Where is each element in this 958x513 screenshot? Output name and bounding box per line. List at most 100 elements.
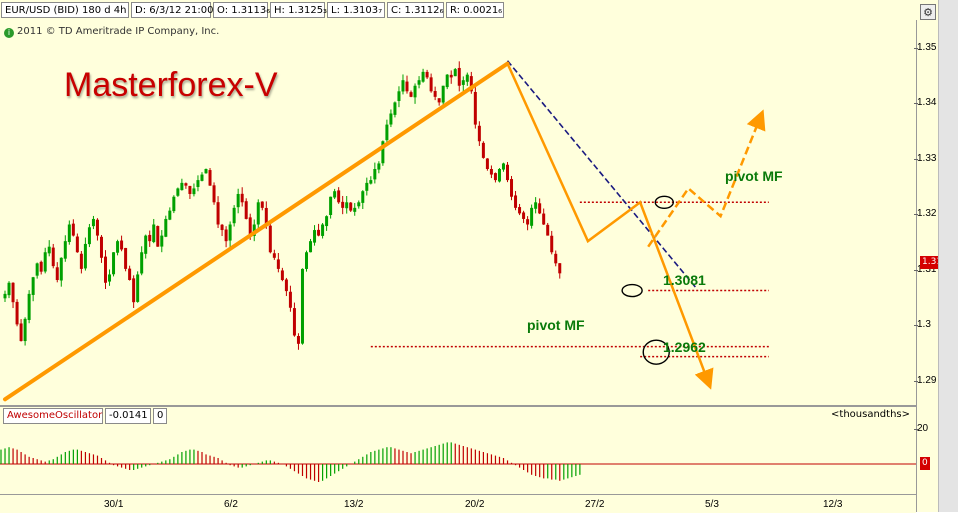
candle-body xyxy=(300,268,304,344)
candle-body xyxy=(184,183,188,186)
candle-body xyxy=(75,236,79,253)
downtrend-path xyxy=(506,63,714,390)
candle-body xyxy=(59,257,63,281)
candle-body xyxy=(534,202,538,209)
candle-body xyxy=(280,270,284,280)
range-field: R: 0.0021₆ xyxy=(446,2,504,18)
candle-body xyxy=(317,229,321,236)
candle-body xyxy=(256,202,260,225)
candle-body xyxy=(112,252,116,275)
oscillator-unit: <thousandths> xyxy=(831,409,910,420)
oscillator-name[interactable]: AwesomeOscillator xyxy=(3,408,103,424)
candle-body xyxy=(485,158,489,169)
candle-body xyxy=(365,182,369,191)
candle-body xyxy=(264,207,268,225)
candle-body xyxy=(47,246,51,254)
x-tick-1: 30/1 xyxy=(104,499,124,510)
y-tick-1: 1.35 xyxy=(913,42,937,53)
x-tick-6: 5/3 xyxy=(705,499,719,510)
candle-body xyxy=(530,207,534,226)
candle-body xyxy=(481,142,485,158)
candle-body xyxy=(526,219,530,225)
candle-body xyxy=(333,191,337,198)
candle-body xyxy=(522,212,526,219)
candle-body xyxy=(244,201,248,219)
candle-body xyxy=(413,85,417,98)
level-circle-2 xyxy=(642,339,670,365)
candle-body xyxy=(63,241,67,259)
candle-body xyxy=(337,190,341,203)
pivot-label-upper: pivot MF xyxy=(725,168,783,184)
y-tick-5: 1.31 xyxy=(913,264,937,275)
candle-body xyxy=(164,218,168,237)
candle-body xyxy=(108,274,112,282)
candle-body xyxy=(558,263,562,274)
candle-body xyxy=(361,191,365,203)
candle-body xyxy=(39,261,43,272)
y-tick-6: 1.3 xyxy=(914,319,931,330)
candle-body xyxy=(180,182,184,191)
candle-body xyxy=(87,227,91,245)
candle-body xyxy=(357,202,361,207)
candle-body xyxy=(421,71,425,82)
x-tick-5: 27/2 xyxy=(585,499,605,510)
candle-body xyxy=(429,77,433,92)
candle-body xyxy=(433,91,437,97)
candle-body xyxy=(236,193,240,208)
candle-body xyxy=(212,185,216,203)
candle-body xyxy=(192,188,196,195)
candle-body xyxy=(144,235,148,254)
candle-body xyxy=(489,169,493,175)
candle-body xyxy=(3,293,7,299)
price-chart xyxy=(3,60,769,402)
candle-body xyxy=(546,224,550,236)
candle-body xyxy=(473,91,477,125)
candle-body xyxy=(425,71,429,78)
candle-body xyxy=(168,210,172,220)
candle-body xyxy=(55,267,59,280)
candle-body xyxy=(477,125,481,142)
open-field: O: 1.3113₆ xyxy=(213,2,270,18)
copyright-text: 2011 © TD Ameritrade IP Company, Inc. xyxy=(17,26,220,37)
symbol-field[interactable]: EUR/USD (BID) 180 d 4h xyxy=(1,2,129,18)
candle-body xyxy=(288,291,292,308)
candle-body xyxy=(313,230,317,243)
candle-body xyxy=(550,235,554,253)
candle-body xyxy=(437,98,441,103)
candle-body xyxy=(260,201,264,208)
candle-body xyxy=(104,256,107,283)
candle-body xyxy=(27,293,31,320)
brand-title: Masterforex-V xyxy=(64,66,278,104)
candle-body xyxy=(457,67,461,86)
candle-body xyxy=(15,301,19,325)
candle-body xyxy=(373,169,377,180)
candle-body xyxy=(172,196,176,212)
candle-body xyxy=(445,74,449,88)
candle-body xyxy=(305,252,308,269)
candle-body xyxy=(377,163,381,170)
candle-body xyxy=(43,252,47,272)
candle-body xyxy=(272,253,276,258)
level-label-2: 1.2962 xyxy=(663,339,706,355)
candle-body xyxy=(232,207,236,224)
candle-body xyxy=(7,282,11,296)
candle-body xyxy=(369,180,373,184)
oscillator-chart xyxy=(0,442,916,482)
candle-body xyxy=(99,236,103,258)
candle-body xyxy=(409,92,413,97)
oscillator-param: 0 xyxy=(153,408,167,424)
candle-body xyxy=(325,216,329,227)
settings-icon[interactable]: ⚙ xyxy=(920,4,936,20)
candle-body xyxy=(381,141,385,164)
date-field: D: 6/3/12 21:00 xyxy=(131,2,213,18)
candle-body xyxy=(349,202,353,211)
candle-body xyxy=(160,235,164,247)
candle-body xyxy=(417,80,421,85)
candle-body xyxy=(140,252,144,274)
candle-body xyxy=(449,74,453,78)
vertical-scrollbar[interactable] xyxy=(938,0,958,512)
candle-body xyxy=(176,188,180,196)
candle-body xyxy=(224,229,228,242)
candle-body xyxy=(284,279,288,292)
pivot-label-lower: pivot MF xyxy=(527,317,585,333)
